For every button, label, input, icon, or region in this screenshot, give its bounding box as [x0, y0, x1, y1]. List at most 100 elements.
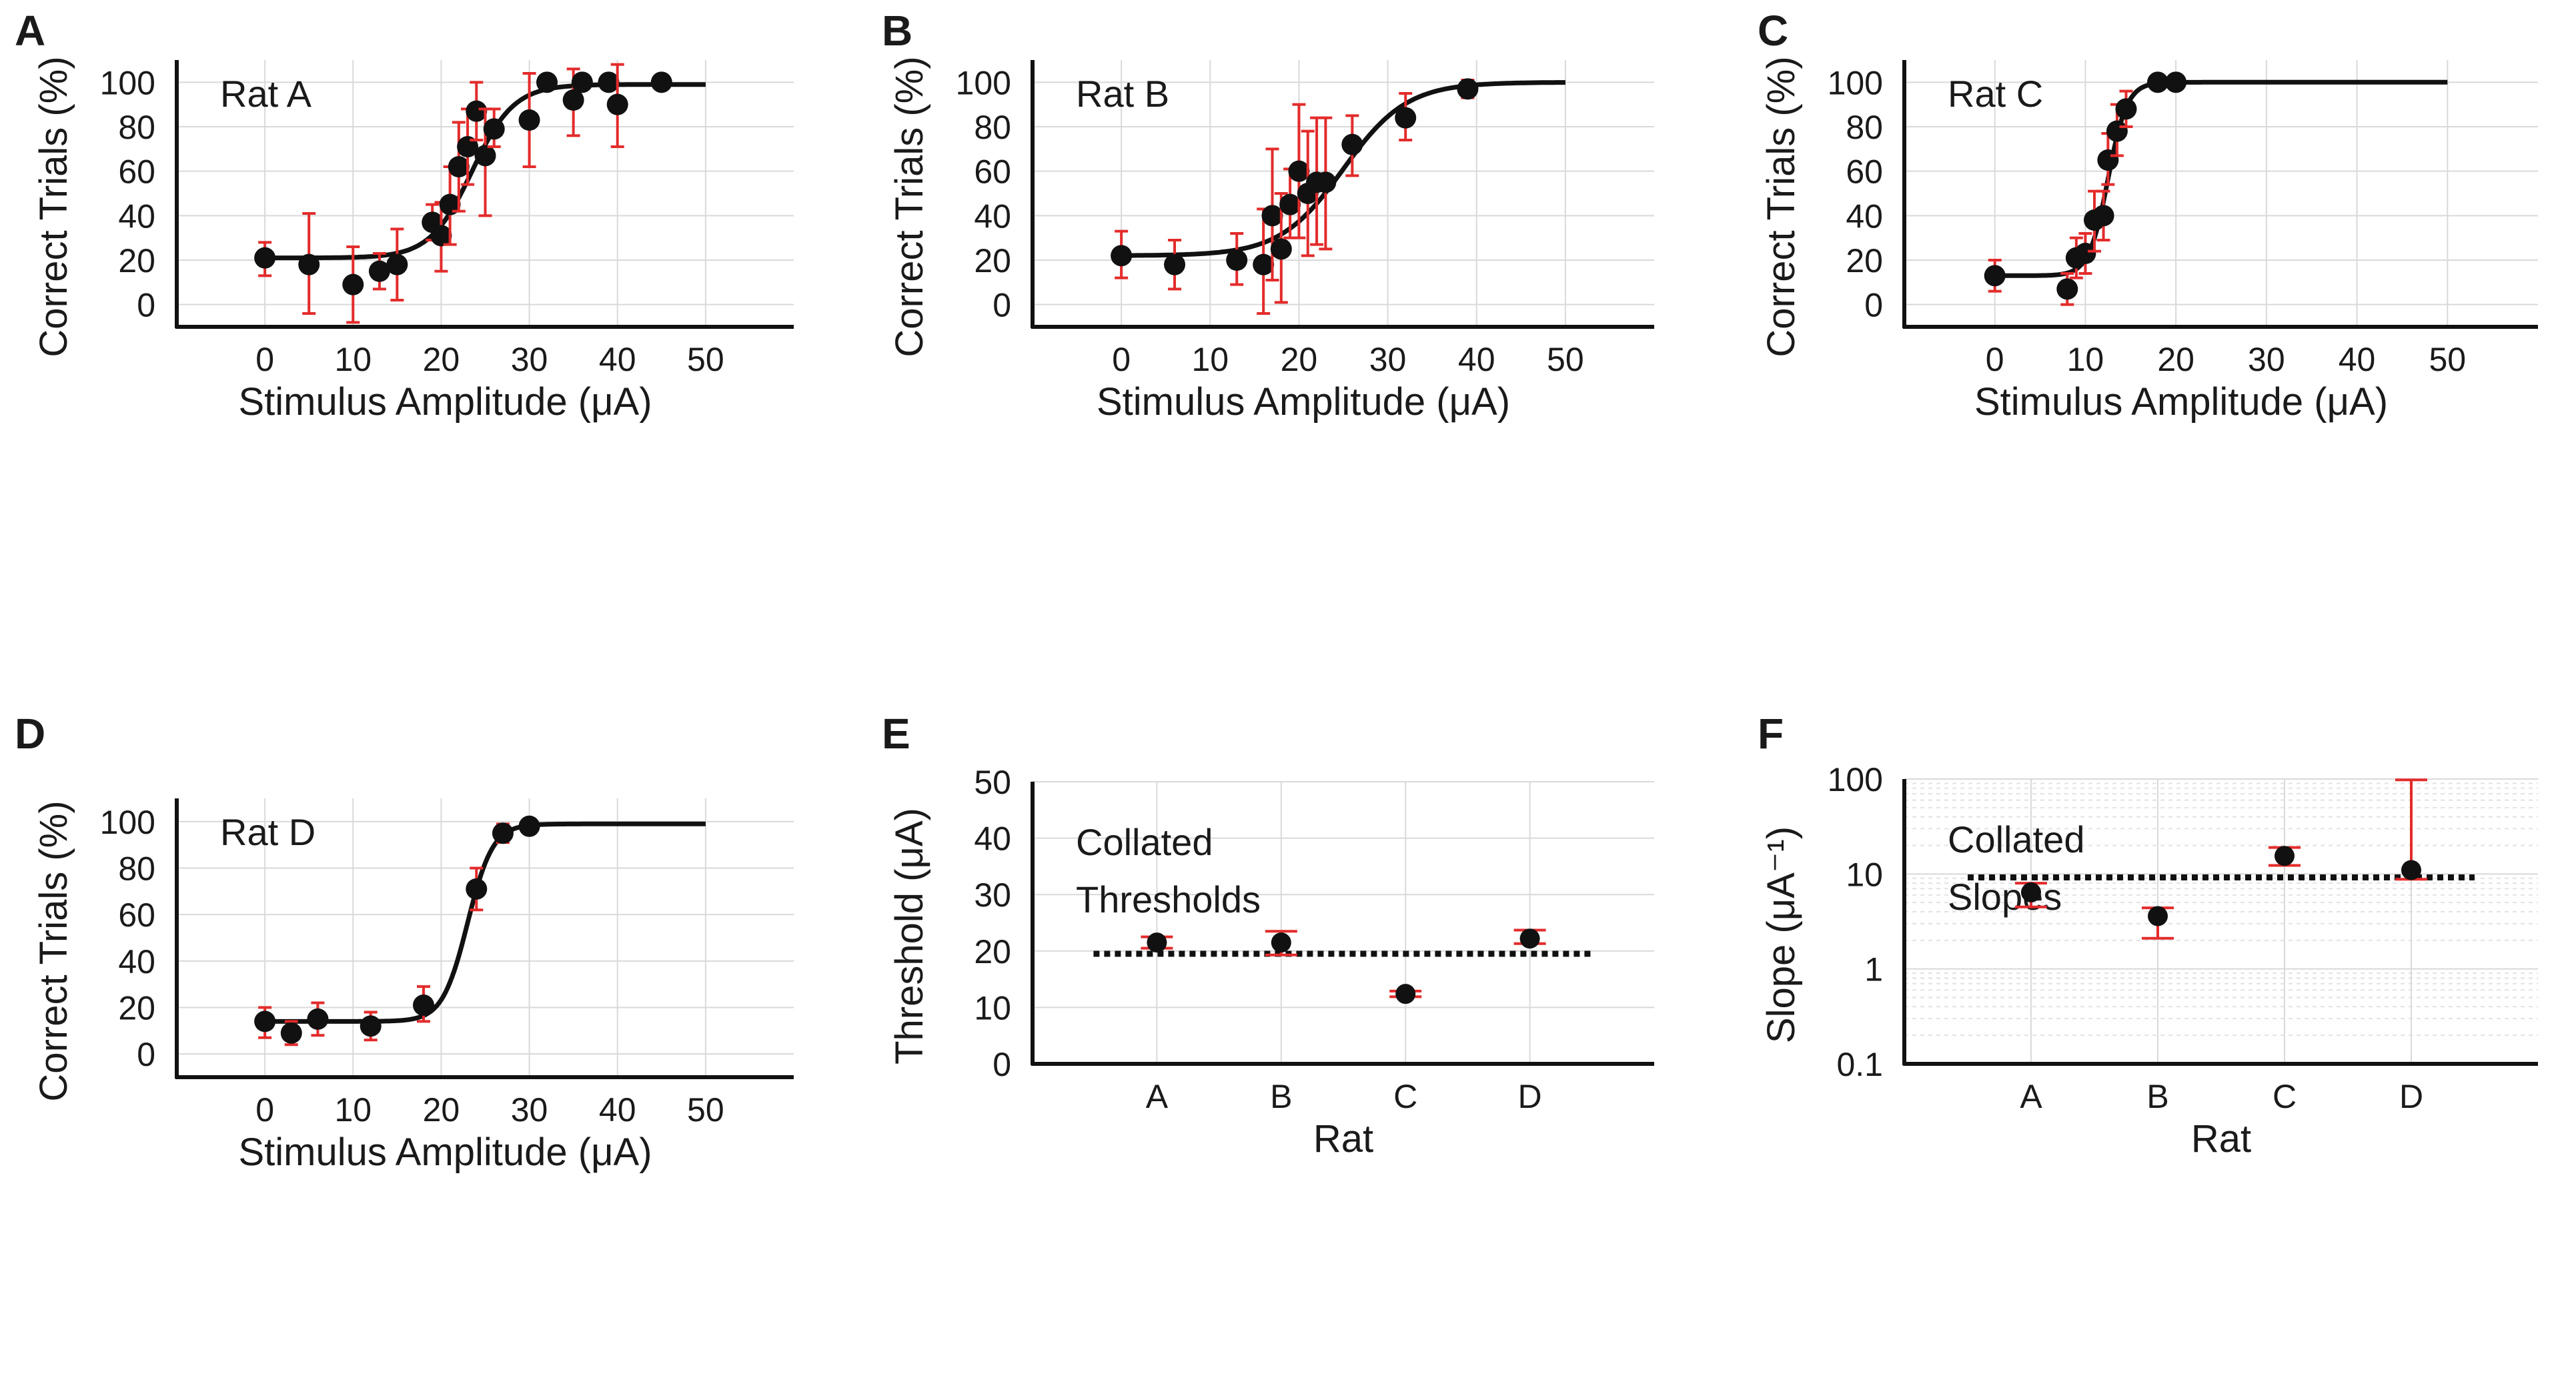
- y-axis-title: Slope (μA⁻¹): [1760, 826, 1803, 1043]
- data-point: [1288, 160, 1310, 182]
- y-tick-label: 100: [100, 804, 155, 841]
- y-tick-label: 0: [993, 1046, 1011, 1083]
- x-tick-label: 30: [1369, 341, 1407, 378]
- x-tick-label: 0: [1986, 341, 2004, 378]
- panel-e: E 0 10 20 30 40 50 A B C D Rat Threshold (μA) Collate…: [882, 710, 1654, 1161]
- x-tick-label: A: [2020, 1078, 2042, 1115]
- data-point: [386, 253, 408, 275]
- y-axis-title: Correct Trials (%): [32, 56, 75, 357]
- x-axis-title: Stimulus Amplitude (μA): [1974, 380, 2388, 424]
- x-tick-label: 20: [423, 1091, 460, 1129]
- annotation: Rat C: [1948, 73, 2043, 115]
- data-point: [1457, 78, 1479, 100]
- data-point: [1261, 205, 1283, 227]
- y-tick-label: 40: [1846, 197, 1883, 235]
- y-tick-label: 100: [1828, 761, 1883, 798]
- data-point: [1984, 265, 2006, 287]
- data-point: [518, 109, 540, 131]
- y-tick-label: 60: [1846, 153, 1883, 191]
- data-point: [1147, 932, 1167, 953]
- data-point: [430, 225, 452, 247]
- data-point: [1341, 133, 1363, 155]
- fit-curve: [1121, 80, 1565, 258]
- y-tick-label: 100: [100, 64, 155, 101]
- data-point: [1253, 253, 1275, 275]
- fit-curve: [1994, 79, 2448, 278]
- annotation: Rat B: [1076, 73, 1169, 115]
- data-point: [2097, 149, 2119, 171]
- panel-label: C: [1758, 7, 1788, 55]
- data-point: [1164, 253, 1186, 275]
- x-tick-label: 30: [511, 341, 548, 378]
- y-tick-label: 40: [974, 197, 1011, 235]
- x-tick-label: 0: [1112, 341, 1131, 378]
- data-point: [483, 118, 505, 140]
- y-tick-label: 100: [956, 64, 1011, 101]
- y-tick-label: 80: [118, 850, 155, 888]
- x-tick-label: 40: [1458, 341, 1495, 378]
- data-point: [448, 156, 470, 177]
- data-point: [2165, 71, 2187, 93]
- y-tick-label: 80: [118, 109, 155, 146]
- y-tick-label: 10: [1846, 856, 1883, 893]
- y-tick-label: 40: [974, 820, 1011, 858]
- annotation: Rat A: [220, 73, 312, 115]
- x-tick-label: 0: [255, 1091, 274, 1129]
- y-tick-label: 0.1: [1836, 1046, 1883, 1083]
- annotation: Collated: [1948, 818, 2084, 860]
- data-point: [2148, 906, 2168, 926]
- y-tick-label: 60: [118, 896, 155, 934]
- y-tick-label: 0: [137, 287, 155, 324]
- y-tick-label: 20: [118, 242, 155, 279]
- data-point: [413, 994, 434, 1016]
- x-tick-label: 20: [1281, 341, 1318, 378]
- y-tick-label: 60: [974, 153, 1011, 191]
- data-point: [492, 822, 514, 844]
- annotation: Rat D: [220, 811, 315, 853]
- y-tick-label: 80: [1846, 109, 1883, 146]
- data-point: [342, 273, 364, 295]
- y-tick-label: 40: [118, 943, 155, 980]
- x-axis-title: Stimulus Amplitude (μA): [1097, 380, 1510, 424]
- y-axis-title: Threshold (μA): [888, 808, 931, 1065]
- data-point: [2092, 205, 2114, 227]
- x-tick-label: 40: [2339, 341, 2376, 378]
- x-tick-label: 50: [687, 1091, 724, 1129]
- data-point: [536, 71, 558, 93]
- data-point: [1315, 171, 1337, 193]
- data-point: [2147, 71, 2168, 93]
- x-tick-label: 40: [599, 1091, 636, 1129]
- data-point: [2106, 120, 2128, 142]
- y-tick-label: 0: [1864, 287, 1883, 324]
- x-tick-label: C: [1393, 1078, 1417, 1115]
- y-tick-label: 20: [1846, 242, 1883, 279]
- data-point: [298, 253, 320, 275]
- panel-label: E: [882, 710, 910, 758]
- x-tick-label: 10: [334, 1091, 372, 1129]
- x-axis-title: Stimulus Amplitude (μA): [238, 1131, 652, 1174]
- data-point: [1271, 932, 1291, 953]
- x-tick-label: B: [1270, 1078, 1292, 1115]
- data-point: [368, 260, 390, 282]
- x-tick-label: 10: [1191, 341, 1229, 378]
- data-point: [360, 1015, 382, 1037]
- panel-c: C 0 20 40 60 80 100 0 10 20 30 40 50 Stimulus Amplitu…: [1758, 7, 2538, 424]
- y-tick-label: 80: [974, 109, 1011, 146]
- panel-b: B 0 20 40 60 80 100 0 10 20 30 40 50 Stimulus Amplitu…: [882, 7, 1654, 424]
- data-point: [2115, 98, 2137, 120]
- y-tick-label: 0: [993, 287, 1011, 324]
- data-point: [466, 878, 488, 900]
- x-axis-title: Rat: [2191, 1117, 2251, 1161]
- x-tick-label: A: [1146, 1078, 1169, 1115]
- annotation: Collated: [1076, 821, 1213, 863]
- y-tick-label: 20: [974, 933, 1011, 970]
- y-tick-label: 40: [118, 197, 155, 235]
- grid: [1904, 60, 2538, 327]
- fit-curve: [265, 821, 706, 1024]
- panel-label: B: [882, 7, 912, 55]
- panel-label: D: [15, 710, 45, 758]
- data-point: [474, 145, 496, 167]
- data-point: [571, 71, 593, 93]
- x-tick-label: 30: [2248, 341, 2285, 378]
- data-point: [1270, 238, 1292, 260]
